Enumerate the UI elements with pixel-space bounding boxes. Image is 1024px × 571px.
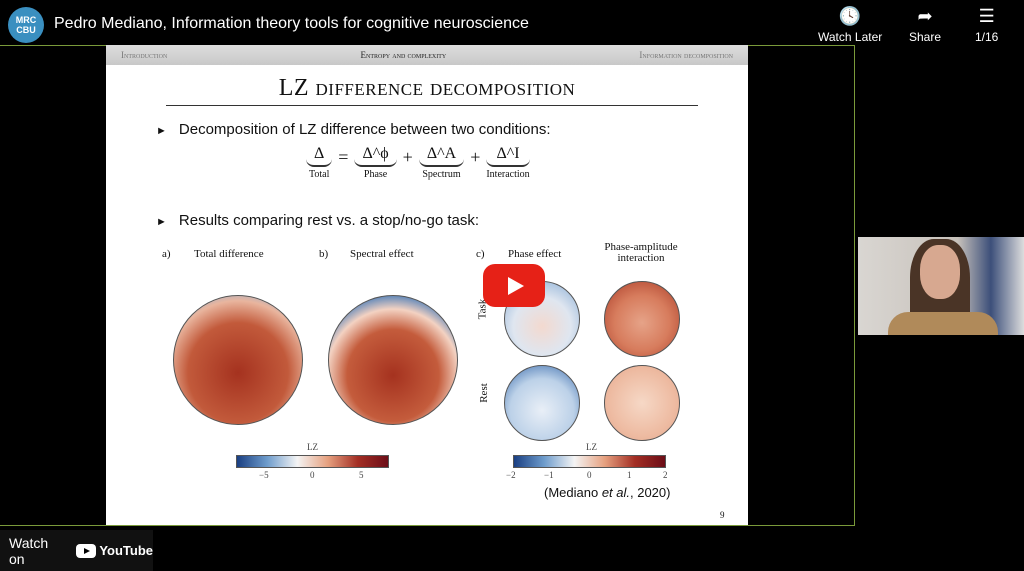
- headmap-phase-rest: [504, 365, 580, 441]
- panel-c-phase-title: Phase effect: [508, 248, 562, 260]
- watch-on-label: Watch on: [9, 534, 49, 567]
- colorbar1-tick: 5: [359, 470, 364, 480]
- title-rule: [166, 105, 698, 106]
- slide-title: LZ difference decomposition: [278, 75, 576, 101]
- eq-interaction: Δ^I: [486, 145, 530, 167]
- speaker-shirt: [888, 312, 998, 335]
- speaker-webcam: [858, 237, 1024, 335]
- bullet-results: Results comparing rest vs. a stop/no-go …: [156, 212, 479, 229]
- panel-a-title: Total difference: [194, 248, 264, 260]
- colorbar1-tick: −5: [259, 470, 269, 480]
- colorbar2-tick: 1: [627, 470, 632, 480]
- colorbar-total: [236, 455, 389, 468]
- colorbar1-label: LZ: [307, 442, 318, 452]
- eq-interaction-label: Interaction: [486, 169, 530, 180]
- video-title[interactable]: Pedro Mediano, Information theory tools …: [54, 15, 529, 32]
- slide-nav: Introduction Entropy and complexity Info…: [106, 45, 748, 65]
- page-number: 9: [720, 510, 725, 520]
- clock-icon: 🕓: [838, 6, 862, 26]
- headmap-interaction-task: [604, 281, 680, 357]
- headmap-interaction-rest: [604, 365, 680, 441]
- colorbar2-tick: −1: [544, 470, 554, 480]
- share-icon: ➦: [917, 6, 933, 26]
- channel-avatar[interactable]: MRC CBU: [8, 7, 44, 43]
- colorbar-phase: [513, 455, 666, 468]
- colorbar2-tick: 2: [663, 470, 668, 480]
- citation: (Mediano et al., 2020): [544, 485, 670, 500]
- eq-total-label: Total: [308, 169, 330, 180]
- bullet-decomposition: Decomposition of LZ difference between t…: [156, 121, 551, 138]
- eq-plus: +: [402, 147, 413, 167]
- citation-em: et al.: [601, 485, 630, 500]
- citation-post: , 2020): [630, 485, 671, 500]
- nav-entropy: Entropy and complexity: [360, 50, 447, 60]
- top-bar: MRC CBU Pedro Mediano, Information theor…: [0, 0, 1024, 50]
- eq-phase: Δ^ϕ: [354, 145, 397, 167]
- colorbar1-tick: 0: [310, 470, 315, 480]
- eq-equals: =: [338, 147, 349, 167]
- eq-total: Δ: [306, 145, 333, 167]
- nav-information: Information decomposition: [639, 50, 733, 60]
- colorbar2-label: LZ: [586, 442, 597, 452]
- eq-spectrum: Δ^A: [418, 145, 465, 167]
- share-button[interactable]: ➦ Share: [909, 6, 942, 44]
- panel-c-interaction-title: Phase-amplitude interaction: [604, 241, 678, 264]
- youtube-play-icon: [76, 543, 97, 558]
- eq-plus: +: [470, 147, 481, 167]
- panel-c-label: c): [476, 248, 485, 260]
- citation-pre: (Mediano: [544, 485, 602, 500]
- youtube-wordmark: YouTube: [99, 543, 153, 558]
- speaker-face: [920, 245, 960, 299]
- nav-introduction: Introduction: [121, 50, 168, 60]
- playlist-icon: ☰: [978, 6, 995, 26]
- watch-later-button[interactable]: 🕓 Watch Later: [818, 6, 883, 44]
- eq-spectrum-label: Spectrum: [422, 169, 461, 180]
- play-button[interactable]: [483, 264, 545, 307]
- eq-phase-label: Phase: [363, 169, 388, 180]
- headmap-spectral: [328, 295, 458, 425]
- watch-on-youtube-button[interactable]: Watch on YouTube: [0, 530, 153, 571]
- colorbar2-tick: 0: [587, 470, 592, 480]
- panel-a-label: a): [162, 248, 171, 260]
- headmap-total: [173, 295, 303, 425]
- youtube-logo: YouTube: [76, 543, 153, 558]
- slide: Introduction Entropy and complexity Info…: [106, 45, 748, 525]
- panel-b-title: Spectral effect: [350, 248, 414, 260]
- row-label-rest: Rest: [477, 383, 490, 403]
- panel-b-label: b): [319, 248, 329, 260]
- playlist-button[interactable]: ☰ 1/16: [975, 6, 999, 44]
- colorbar2-tick: −2: [506, 470, 516, 480]
- equation: Δ Total = Δ^ϕ Phase + Δ^A Spectrum + Δ^I Int…: [306, 145, 530, 180]
